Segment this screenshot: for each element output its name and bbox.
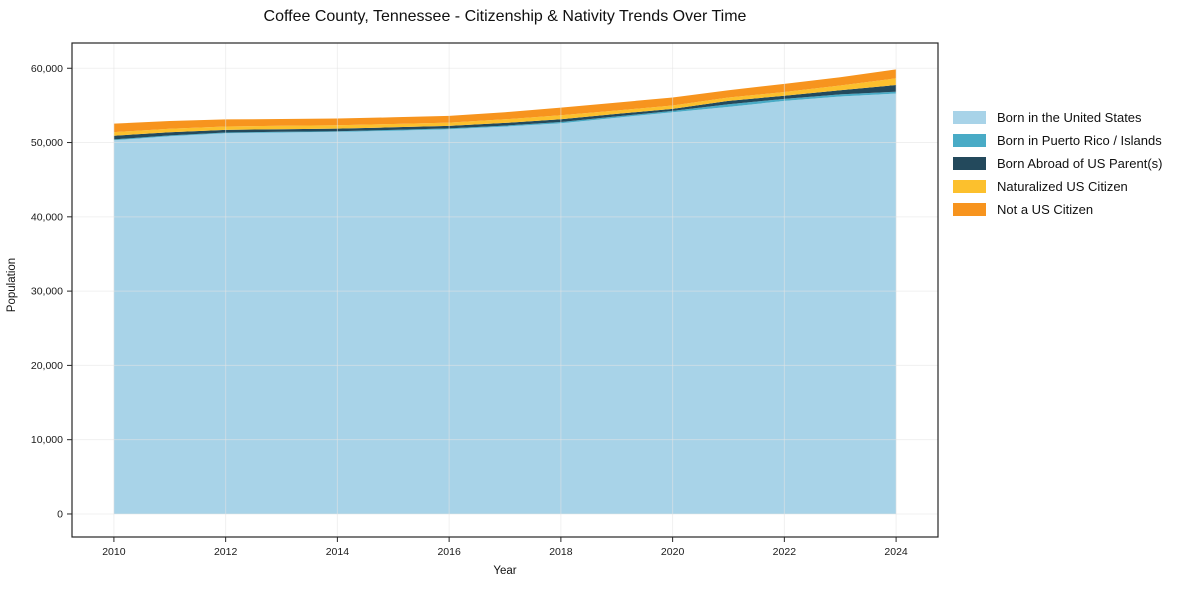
x-tick-label: 2014 (326, 546, 350, 558)
x-tick-label: 2010 (102, 546, 126, 558)
legend-label: Not a US Citizen (997, 202, 1094, 217)
y-tick-label: 20,000 (31, 360, 63, 372)
legend-swatch-naturalized (953, 180, 986, 193)
legend-item: Born Abroad of US Parent(s) (953, 152, 1162, 175)
chart-title: Coffee County, Tennessee - Citizenship &… (263, 8, 747, 25)
y-tick-label: 40,000 (31, 211, 63, 223)
y-axis-label: Population (6, 257, 18, 313)
x-tick-label: 2012 (214, 546, 238, 558)
y-tick-label: 0 (57, 508, 63, 520)
y-tick-label: 50,000 (31, 137, 63, 149)
legend-label: Born in the United States (997, 110, 1142, 125)
area-born-in-puerto-rico-islands (113, 91, 897, 141)
legend-label: Born in Puerto Rico / Islands (997, 133, 1162, 148)
legend-swatch-not-citizen (953, 203, 986, 216)
legend-item: Naturalized US Citizen (953, 175, 1162, 198)
x-tick-label: 2024 (884, 546, 908, 558)
legend-item: Not a US Citizen (953, 198, 1162, 221)
y-tick-label: 30,000 (31, 286, 63, 298)
area-born-abroad-of-us-parent-s (113, 85, 897, 140)
legend-item: Born in the United States (953, 106, 1162, 129)
x-tick-label: 2020 (661, 546, 685, 558)
legend-item: Born in Puerto Rico / Islands (953, 129, 1162, 152)
area-naturalized-us-citizen (113, 78, 897, 136)
legend-swatch-puerto-rico (953, 134, 986, 147)
x-tick-label: 2016 (437, 546, 461, 558)
plot-border (71, 42, 939, 538)
y-tick-label: 60,000 (31, 63, 63, 75)
x-tick-label: 2018 (549, 546, 573, 558)
legend-swatch-born-abroad (953, 157, 986, 170)
legend-label: Born Abroad of US Parent(s) (997, 156, 1163, 171)
y-tick-label: 10,000 (31, 434, 63, 446)
x-tick-label: 2022 (773, 546, 797, 558)
area-born-in-the-united-states (113, 93, 897, 514)
legend-label: Naturalized US Citizen (997, 179, 1128, 194)
legend-swatch-born-in-us (953, 111, 986, 124)
legend: Born in the United States Born in Puerto… (953, 106, 1162, 221)
area-not-a-us-citizen (113, 69, 897, 133)
x-axis-label: Year (493, 565, 517, 577)
